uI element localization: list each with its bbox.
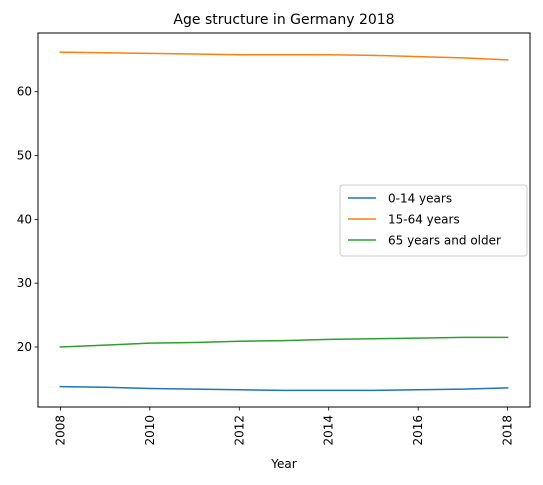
x-tick-label-2016: 2016: [411, 415, 425, 446]
y-axis: 20 30 40 50 60: [17, 85, 38, 354]
legend-label-1: 0-14 years: [388, 192, 452, 206]
chart-title: Age structure in Germany 2018: [173, 12, 394, 28]
plot-lines: [59, 51, 509, 392]
y-tick-label-40: 40: [17, 212, 32, 226]
legend-box: [339, 184, 528, 257]
y-tick-label-30: 30: [17, 276, 32, 290]
x-axis: 2008 2010 2012 2014 2016 2018: [53, 407, 515, 446]
legend-label-2: 15-64 years: [388, 213, 460, 227]
x-tick-label-2012: 2012: [232, 415, 246, 446]
plot-frame: [37, 32, 531, 408]
x-axis-label: Year: [270, 457, 296, 471]
legend-items: 0-14 years 15-64 years 65 years and older: [348, 192, 501, 248]
y-tick-label-60: 60: [17, 85, 32, 99]
series-line-3: [59, 336, 509, 348]
x-tick-label-2008: 2008: [53, 415, 67, 446]
series-line-2: [59, 51, 509, 61]
x-tick-label-2014: 2014: [322, 415, 336, 446]
legend: 0-14 years 15-64 years 65 years and older: [339, 184, 528, 257]
x-tick-label-2018: 2018: [501, 415, 515, 446]
y-tick-label-50: 50: [17, 149, 32, 163]
series-line-1: [59, 385, 509, 392]
y-tick-label-20: 20: [17, 340, 32, 354]
legend-label-3: 65 years and older: [388, 234, 501, 248]
x-tick-label-2010: 2010: [143, 415, 157, 446]
